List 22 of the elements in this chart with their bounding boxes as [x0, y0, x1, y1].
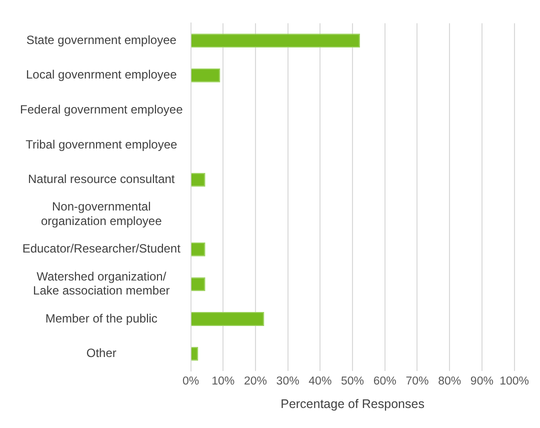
- y-tick-label: Other: [86, 346, 116, 360]
- x-tick-label: 50%: [341, 375, 364, 388]
- x-axis-title: Percentage of Responses: [280, 396, 424, 411]
- x-tick-label: 90%: [470, 375, 494, 388]
- y-tick-label: Federal government employee: [20, 102, 184, 117]
- x-tick-label: 0%: [182, 375, 200, 388]
- x-tick-label: 70%: [406, 375, 429, 388]
- x-tick-label: 100%: [500, 375, 530, 388]
- x-tick-label: 80%: [438, 375, 462, 388]
- x-tick-label: 40%: [308, 375, 332, 388]
- y-tick-label: Tribal government employee: [26, 137, 178, 152]
- y-tick-label: Local govenrment employee: [26, 68, 178, 82]
- x-tick-label: 60%: [373, 375, 396, 388]
- y-tick-label: Educator/Researcher/Student: [22, 242, 182, 256]
- x-tick-label: 30%: [276, 375, 300, 388]
- y-tick-label: Non-governmental organization employee: [41, 200, 162, 228]
- x-tick-label: 10%: [212, 375, 235, 388]
- y-tick-label: Natural resource consultant: [28, 172, 176, 186]
- y-tick-label: Member of the public: [45, 311, 158, 326]
- x-tick-label: 20%: [244, 375, 267, 388]
- y-tick-label: Watershed organization/ Lake association member: [33, 269, 170, 298]
- y-tick-label: State government employee: [26, 32, 177, 47]
